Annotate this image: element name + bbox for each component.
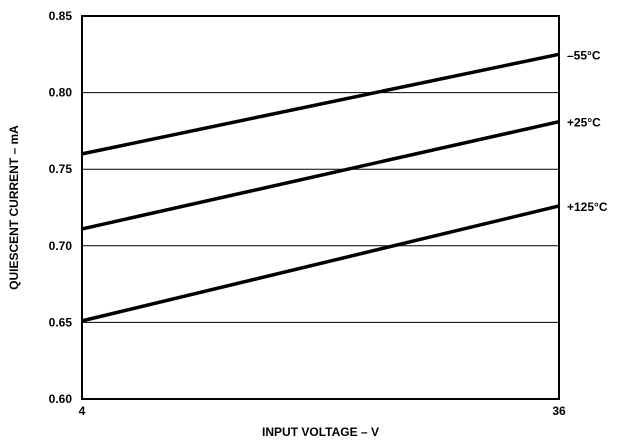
x-axis-label: INPUT VOLTAGE – V bbox=[262, 425, 379, 439]
y-tick-label: 0.70 bbox=[49, 239, 73, 253]
series-line-0 bbox=[81, 52, 560, 156]
series-label-2: +125°C bbox=[567, 200, 608, 214]
series-group bbox=[81, 52, 560, 323]
series-labels: –55°C +25°C +125°C bbox=[567, 48, 608, 214]
x-tick-label: 36 bbox=[552, 404, 566, 418]
plot-frame bbox=[81, 15, 560, 400]
y-tick-label: 0.65 bbox=[49, 315, 73, 329]
series-line-2 bbox=[81, 204, 560, 323]
series-label-0: –55°C bbox=[567, 48, 601, 62]
x-tick-label: 4 bbox=[79, 404, 86, 418]
y-tick-label: 0.85 bbox=[49, 9, 73, 23]
series-label-1: +25°C bbox=[567, 116, 601, 130]
y-tick-labels: 0.85 0.80 0.75 0.70 0.65 0.60 bbox=[49, 9, 73, 406]
y-tick-label: 0.75 bbox=[49, 162, 73, 176]
y-tick-label: 0.80 bbox=[49, 86, 73, 100]
grid-lines bbox=[82, 92, 559, 323]
y-tick-label: 0.60 bbox=[49, 392, 73, 406]
series-line-1 bbox=[81, 120, 560, 231]
x-tick-labels: 4 36 bbox=[79, 404, 566, 418]
y-axis-label: QUIESCENT CURRENT – mA bbox=[7, 125, 21, 290]
